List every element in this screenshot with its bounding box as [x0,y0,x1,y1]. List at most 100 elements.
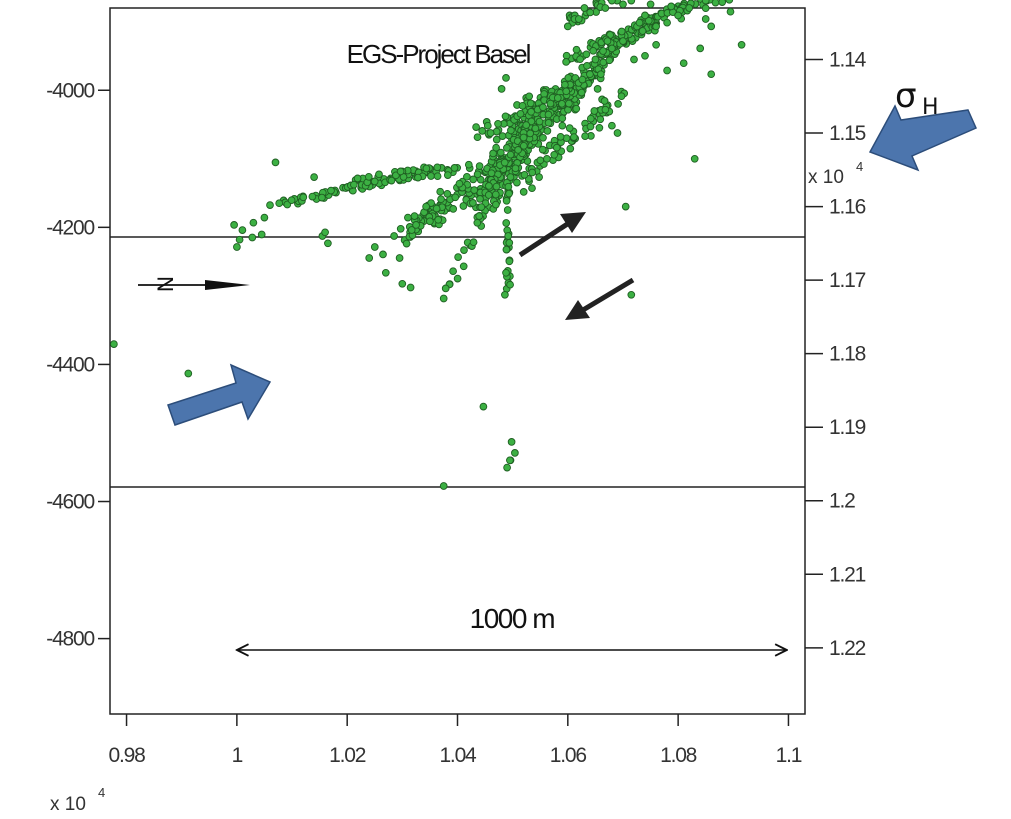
scatter-point [387,176,396,185]
scatter-point [432,204,441,213]
scatter-point [718,0,727,6]
scatter-point [266,201,274,209]
scatter-point [619,37,627,45]
scatter-point [426,217,434,226]
scatter-point [627,0,636,5]
scatter-point [536,156,545,165]
scatter-point [617,92,626,101]
scatter-point [641,11,649,20]
scatter-point [449,205,458,213]
scatter-point [501,290,509,299]
y-axis-right: 1.14 1.15 1.16 1.17 1.18 1.19 1.2 1.21 1.22 [805,48,868,660]
scatter-point [479,402,488,411]
scatter-point [565,99,573,108]
scatter-point [379,250,387,259]
stress-label: σ H [895,76,939,120]
scatter-point [470,186,479,194]
scatter-point [248,233,257,242]
scatter-point [519,141,528,150]
scatter-point [492,143,500,152]
scatter-point [613,129,622,137]
scatter-point [520,170,529,179]
x-tick-label: 1 [232,744,243,767]
scatter-point [518,101,527,110]
y-right-tick-label: 1.19 [829,416,866,439]
x-tick-label: 0.98 [109,744,146,767]
scatter-point [396,167,405,176]
scatter-point [535,117,544,126]
y-multiplier: x 10 4 [808,159,863,188]
scatter-point [576,55,584,64]
scatter-point [586,70,594,79]
scatter-point [590,107,599,115]
scatter-point [696,44,705,53]
scatter-point [601,4,610,12]
scatter-point [275,199,284,208]
scatter-point [562,58,570,66]
scatter-point [486,129,495,137]
scatter-point [528,184,536,193]
y-left-tick-label: -4800 [46,628,94,651]
y-right-tick-label: 1.17 [829,269,866,292]
scatter-point [580,4,589,12]
scatter-point [621,202,630,211]
scatter-point [591,55,600,64]
north-arrow-icon: N [138,276,250,292]
scatter-point [539,133,547,142]
plot-frame [109,7,806,715]
scatter-point [450,164,459,172]
stress-subscript: H [922,95,939,120]
scatter-point [475,212,484,220]
scatter-point [583,61,591,70]
scale-bar-label: 1000 m [470,603,555,634]
scatter-point [443,171,452,179]
y-right-tick-label: 1.22 [829,637,866,660]
scatter-point [364,172,373,181]
scatter-point [271,158,280,167]
scatter-point [578,75,587,84]
scatter-point [249,218,258,227]
scatter-point [519,188,528,196]
scatter-point [473,218,482,227]
y-right-tick-label: 1.15 [829,122,866,145]
scatter-point [427,172,435,180]
scatter-point [601,105,610,114]
scatter-point [701,15,710,23]
scatter-point [469,175,478,184]
scatter-point [497,85,506,93]
scatter-point [478,127,487,135]
scatter-point [685,4,694,12]
scatter-point [433,163,442,172]
scatter-point [390,232,398,240]
y-right-tick-label: 1.21 [829,563,866,586]
scatter-point [412,221,420,229]
scatter-point [663,18,671,27]
scatter-point [414,173,422,182]
scatter-point [402,239,411,248]
x-multiplier-base: x 10 [50,794,86,815]
scatter-point [652,22,660,31]
scatter-point [434,215,443,224]
scatter-point [586,122,595,131]
scatter-point [233,243,241,251]
scatter-point [492,182,501,191]
scatter-point [505,257,514,266]
scatter-point [502,74,510,82]
scatter-point [574,15,583,23]
scatter-point [184,369,193,378]
y-left-tick-label: -4200 [46,216,94,239]
scatter-point [436,187,445,196]
x-tick-label: 1.1 [776,744,802,767]
scatter-point [608,121,616,130]
scatter-point [725,0,734,4]
scatter-point [498,132,507,140]
scatter-point [404,213,412,222]
scatter-point [511,164,520,173]
scatter-point [443,189,452,198]
scatter-point [552,143,561,152]
scatter-point [287,196,296,205]
stress-arrow-right-icon [868,104,977,172]
scatter-point [459,262,468,271]
scatter-point [501,112,510,121]
scatter-point [525,92,534,101]
